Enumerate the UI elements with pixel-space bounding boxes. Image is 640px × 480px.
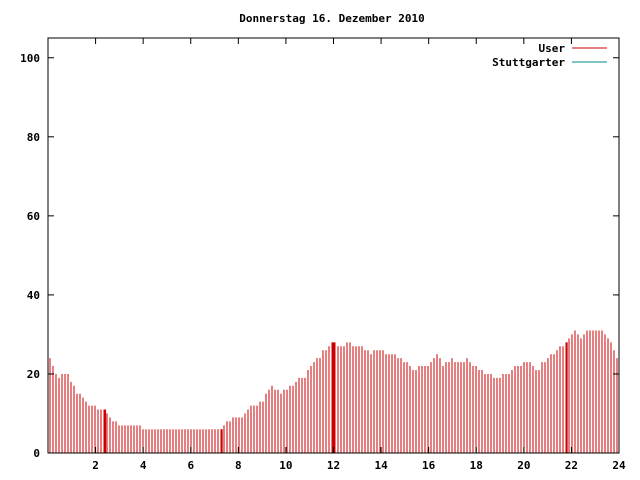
x-tick-label: 8 [235, 459, 242, 472]
x-tick-label: 16 [422, 459, 436, 472]
x-tick-label: 10 [279, 459, 292, 472]
y-tick-label: 100 [20, 52, 40, 65]
bars-layer [49, 330, 618, 453]
legend: User Stuttgarter [492, 42, 607, 69]
legend-label-user: User [539, 42, 566, 55]
x-tick-label: 14 [374, 459, 388, 472]
y-tick-label: 80 [27, 131, 40, 144]
x-tick-label: 12 [327, 459, 340, 472]
x-tick-label: 6 [187, 459, 194, 472]
x-tick-label: 2 [92, 459, 99, 472]
chart-title: Donnerstag 16. Dezember 2010 [239, 12, 424, 25]
x-tick-label: 18 [470, 459, 483, 472]
x-tick-label: 24 [612, 459, 626, 472]
x-tick-label: 4 [140, 459, 147, 472]
x-tick-label: 22 [565, 459, 578, 472]
y-tick-label: 20 [27, 368, 40, 381]
y-tick-label: 40 [27, 289, 40, 302]
y-tick-label: 60 [27, 210, 40, 223]
legend-label-stuttgarter: Stuttgarter [492, 56, 565, 69]
x-tick-label: 20 [517, 459, 530, 472]
y-tick-label: 0 [33, 447, 40, 460]
